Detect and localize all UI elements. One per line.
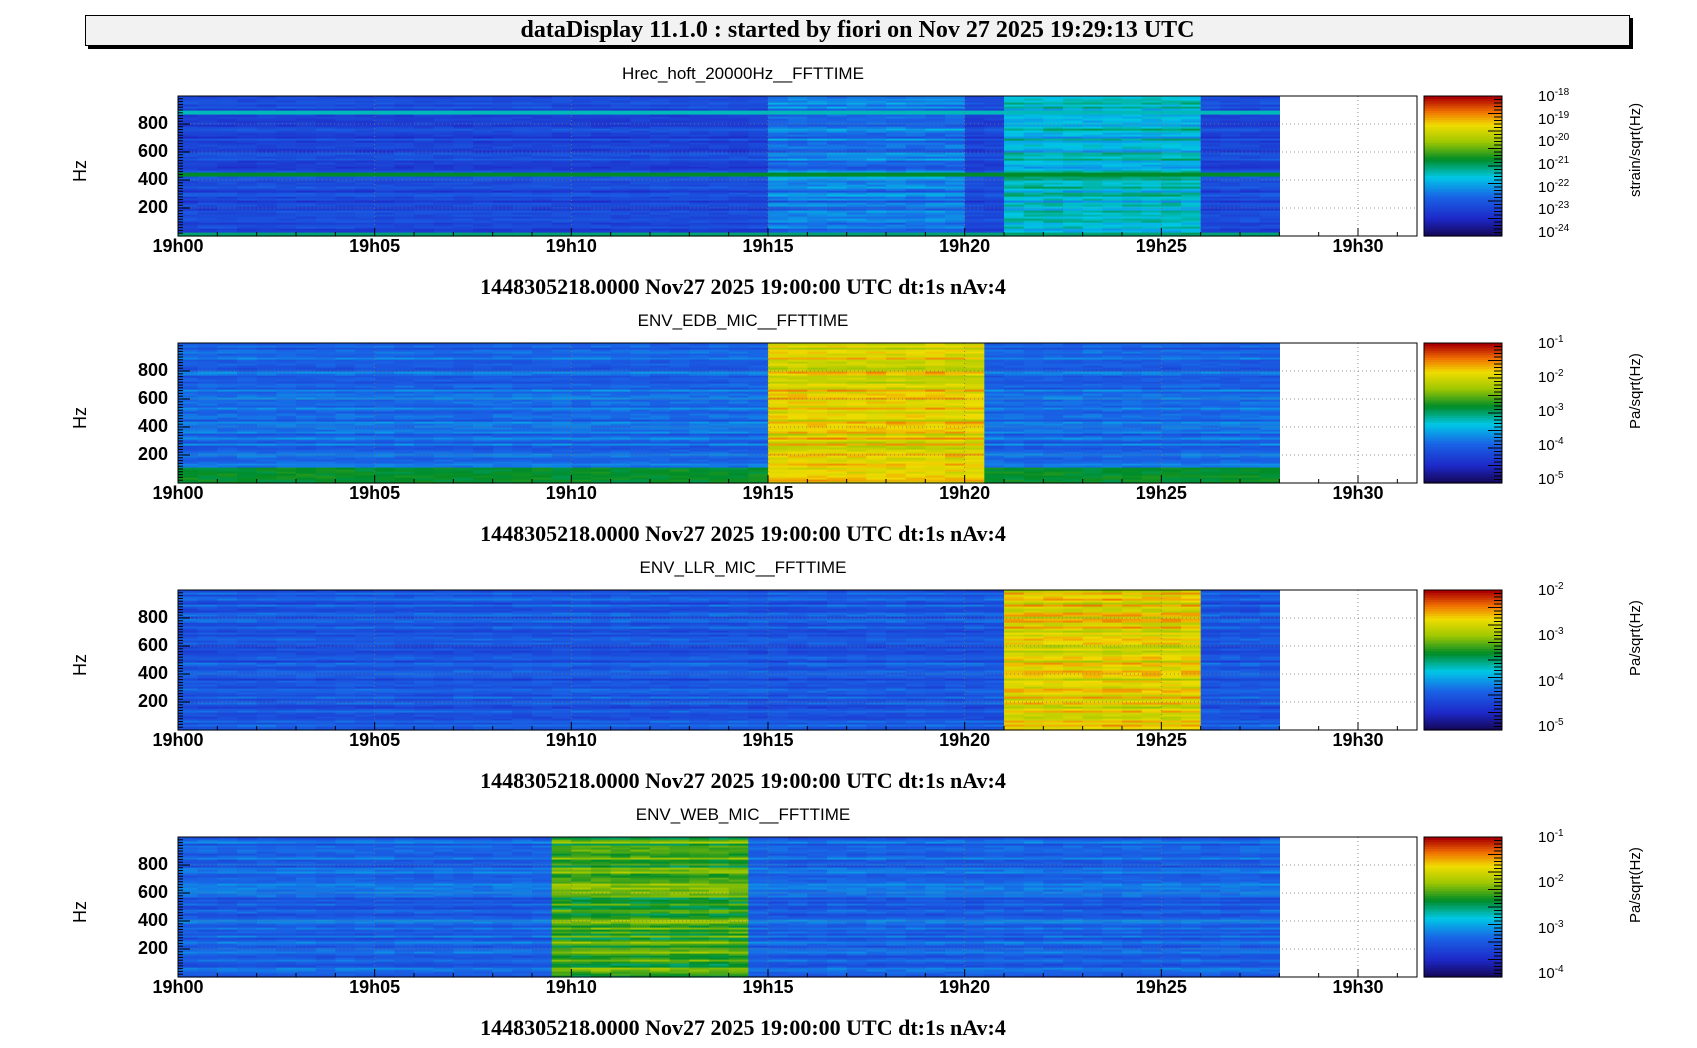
x-tick-label: 19h05 bbox=[335, 236, 415, 257]
x-tick-label: 19h20 bbox=[925, 236, 1005, 257]
spectrogram-svg bbox=[0, 62, 1697, 307]
color-scale-label: 10-22 bbox=[1538, 178, 1569, 196]
spectrogram-svg bbox=[0, 309, 1697, 554]
color-scale-label: 10-19 bbox=[1538, 110, 1569, 128]
y-tick-label: 600 bbox=[74, 141, 168, 162]
color-scale-label: 10-20 bbox=[1538, 132, 1569, 150]
color-scale-label: 10-21 bbox=[1538, 155, 1569, 173]
display-header: dataDisplay 11.1.0 : started by fiori on… bbox=[85, 15, 1630, 46]
y-tick-label: 400 bbox=[74, 169, 168, 190]
color-bar bbox=[1424, 96, 1502, 237]
color-scale-label: 10-18 bbox=[1538, 87, 1569, 105]
time-axis-caption: 1448305218.0000 Nov27 2025 19:00:00 UTC … bbox=[178, 274, 1308, 300]
y-tick-label: 200 bbox=[74, 197, 168, 218]
color-scale-unit: strain/sqrt(Hz) bbox=[1627, 103, 1644, 197]
y-tick-label: 800 bbox=[74, 113, 168, 134]
x-tick-label: 19h10 bbox=[531, 236, 611, 257]
x-tick-label: 19h00 bbox=[138, 236, 218, 257]
x-tick-label: 19h30 bbox=[1318, 236, 1398, 257]
spectrogram-cells bbox=[178, 96, 1280, 237]
color-scale-label: 10-24 bbox=[1538, 223, 1569, 241]
x-tick-label: 19h25 bbox=[1121, 236, 1201, 257]
spectrogram-cells bbox=[178, 343, 1280, 484]
x-tick-label: 19h15 bbox=[728, 236, 808, 257]
color-scale-label: 10-23 bbox=[1538, 200, 1569, 218]
